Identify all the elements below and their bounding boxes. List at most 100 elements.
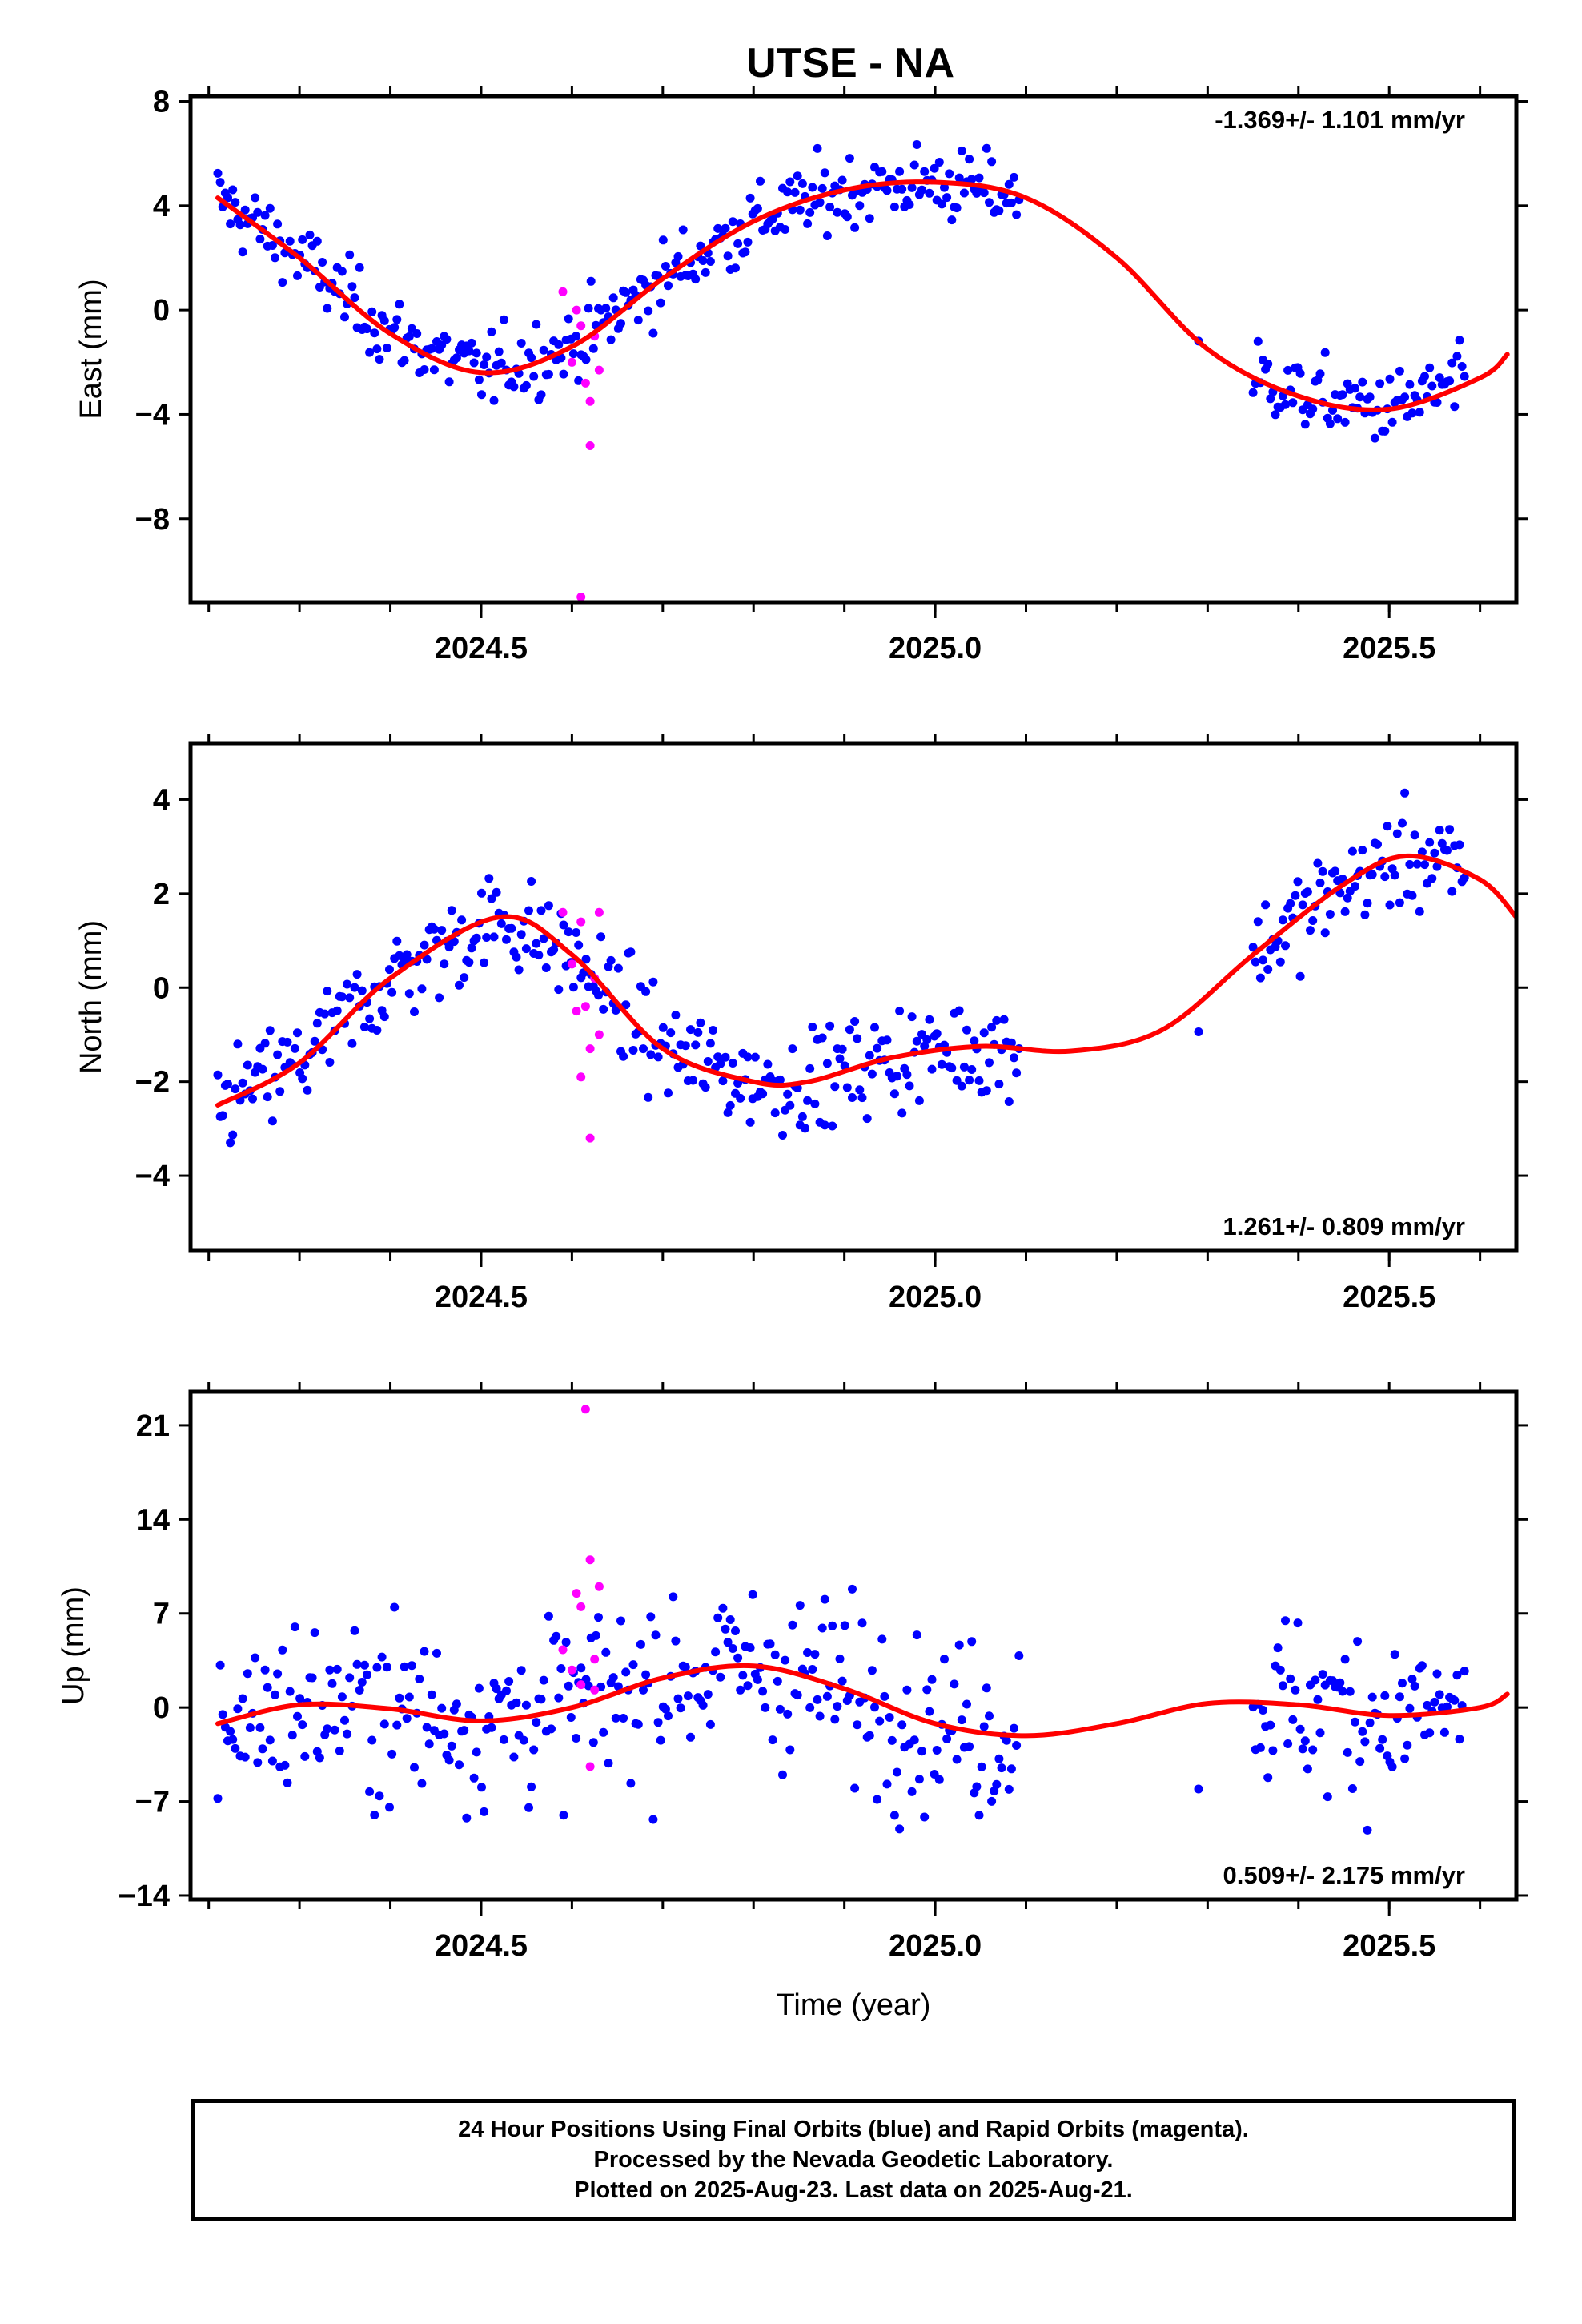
final-point bbox=[1300, 420, 1310, 429]
final-point bbox=[1012, 210, 1022, 219]
final-point bbox=[1318, 1670, 1327, 1679]
final-point bbox=[664, 1088, 673, 1098]
final-point bbox=[447, 1741, 456, 1751]
final-point bbox=[867, 1069, 877, 1079]
final-point bbox=[1288, 398, 1298, 408]
final-point bbox=[889, 1811, 899, 1820]
final-point bbox=[521, 1700, 531, 1710]
final-point bbox=[226, 219, 235, 229]
final-point bbox=[231, 198, 240, 207]
final-point bbox=[1405, 1703, 1415, 1713]
final-point bbox=[628, 1046, 638, 1055]
final-point bbox=[218, 1111, 227, 1120]
final-point bbox=[287, 1731, 297, 1740]
final-point bbox=[1375, 379, 1385, 388]
final-point bbox=[1315, 1728, 1325, 1738]
final-orbit-series bbox=[213, 140, 1469, 443]
final-point bbox=[925, 1707, 934, 1716]
final-point bbox=[909, 1735, 919, 1745]
final-point bbox=[238, 247, 247, 257]
final-point bbox=[790, 187, 800, 197]
final-point bbox=[1343, 1747, 1352, 1757]
final-point bbox=[260, 1665, 270, 1675]
final-point bbox=[1390, 870, 1399, 880]
final-point bbox=[300, 1751, 310, 1761]
final-point bbox=[731, 1626, 740, 1635]
final-point bbox=[512, 1698, 521, 1707]
final-point bbox=[1347, 846, 1357, 856]
final-point bbox=[805, 1063, 815, 1073]
final-point bbox=[1367, 1692, 1377, 1702]
final-point bbox=[599, 1004, 608, 1014]
final-point bbox=[1395, 1692, 1404, 1702]
final-point bbox=[1194, 1784, 1203, 1794]
final-point bbox=[805, 207, 815, 217]
final-point bbox=[568, 349, 578, 359]
final-point bbox=[932, 1029, 942, 1039]
final-point bbox=[671, 1636, 681, 1646]
final-point bbox=[1447, 887, 1457, 896]
final-point bbox=[484, 874, 494, 883]
final-point bbox=[420, 365, 429, 374]
y-axis: 8 4 0 −4 −8 bbox=[135, 86, 1528, 537]
final-point bbox=[803, 1648, 813, 1657]
final-point bbox=[1313, 858, 1323, 868]
footer-line-1: 24 Hour Positions Using Final Orbits (bl… bbox=[458, 2117, 1249, 2142]
final-point bbox=[377, 1652, 387, 1662]
y-tick-label: −14 bbox=[118, 1880, 170, 1913]
final-point bbox=[1380, 1691, 1390, 1700]
final-point bbox=[833, 207, 842, 217]
rapid-point bbox=[576, 321, 586, 331]
final-point bbox=[347, 282, 357, 292]
final-point bbox=[633, 1719, 643, 1729]
final-point bbox=[402, 950, 412, 959]
final-point bbox=[940, 1655, 949, 1664]
final-point bbox=[853, 1034, 862, 1043]
final-point bbox=[260, 1039, 270, 1048]
final-point bbox=[255, 1723, 265, 1732]
final-point bbox=[793, 171, 802, 181]
model-curve bbox=[215, 1663, 1510, 1739]
final-point bbox=[922, 1035, 932, 1044]
rapid-point bbox=[576, 917, 586, 927]
final-point bbox=[1300, 1736, 1310, 1746]
final-point bbox=[842, 1083, 852, 1092]
final-point bbox=[586, 276, 596, 286]
model-curve bbox=[215, 179, 1510, 412]
final-point bbox=[290, 1043, 299, 1053]
final-point bbox=[1405, 380, 1415, 389]
final-point bbox=[917, 1747, 926, 1756]
final-point bbox=[410, 1007, 419, 1016]
final-point bbox=[683, 1691, 693, 1701]
final-point bbox=[355, 1686, 364, 1695]
final-point bbox=[215, 178, 225, 187]
final-point bbox=[303, 1085, 312, 1095]
final-point bbox=[738, 1671, 748, 1680]
final-point bbox=[472, 1747, 481, 1757]
final-point bbox=[283, 1037, 292, 1047]
final-point bbox=[534, 951, 544, 960]
final-point bbox=[474, 375, 484, 384]
final-point bbox=[524, 1803, 533, 1812]
final-point bbox=[658, 1023, 668, 1032]
final-point bbox=[564, 927, 573, 937]
final-point bbox=[494, 347, 504, 356]
final-point bbox=[626, 1779, 636, 1788]
final-point bbox=[452, 353, 461, 363]
final-point bbox=[415, 1675, 424, 1683]
final-point bbox=[440, 1729, 449, 1739]
final-point bbox=[357, 1678, 367, 1687]
final-point bbox=[343, 1729, 352, 1739]
final-point bbox=[865, 1731, 874, 1740]
final-point bbox=[323, 987, 332, 996]
final-point bbox=[385, 1803, 394, 1812]
final-point bbox=[1004, 1784, 1014, 1794]
final-point bbox=[805, 1703, 815, 1712]
final-point bbox=[477, 888, 486, 898]
rapid-point bbox=[590, 1685, 600, 1695]
final-point bbox=[1303, 1764, 1312, 1774]
x-axis: 2024.5 2025.0 2025.5 bbox=[207, 734, 1482, 1314]
final-point bbox=[606, 335, 616, 344]
final-point bbox=[793, 1691, 802, 1700]
